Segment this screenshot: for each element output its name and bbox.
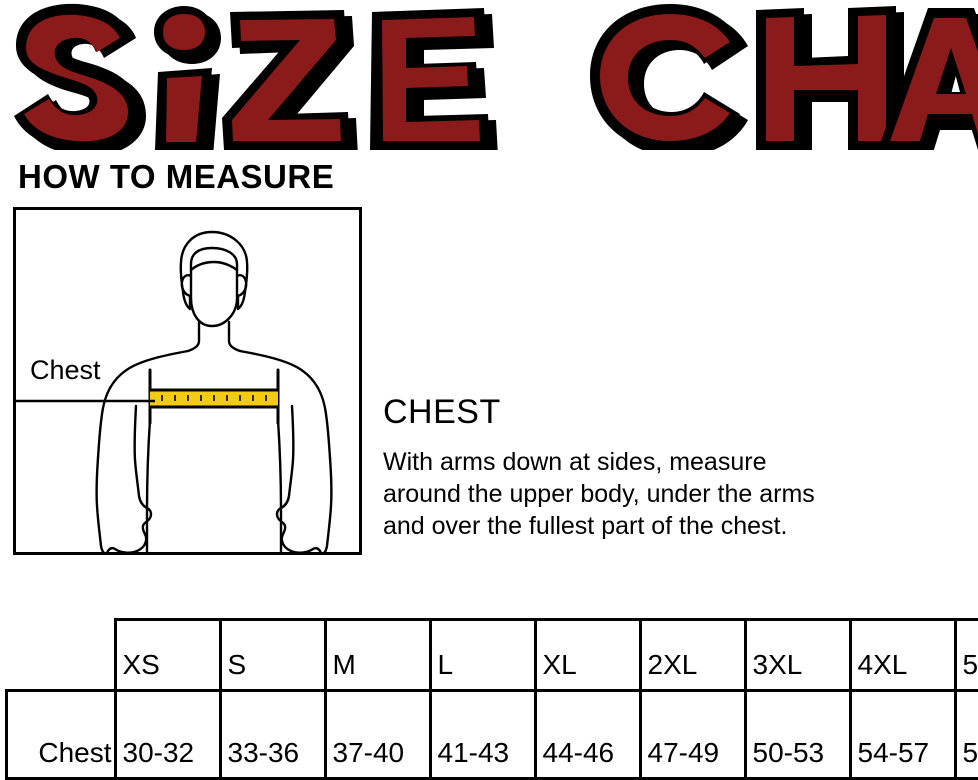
table-header-5xl: 5XL (955, 620, 978, 691)
cell-chest-xs: 30-32 (115, 691, 220, 779)
table-row-label-chest: Chest (7, 691, 116, 779)
table-header-row: XS S M L XL 2XL 3XL 4XL 5XL (7, 620, 978, 691)
description-line-1: With arms down at sides, measure (383, 446, 968, 478)
size-chart-title-art: .ttl-shadow { fill: #000; } .ttl-out { f… (0, 0, 978, 150)
table-header-m: M (325, 620, 430, 691)
cell-chest-m: 37-40 (325, 691, 430, 779)
chest-description-body: With arms down at sides, measure around … (383, 446, 968, 542)
chest-callout-label: Chest (30, 355, 101, 385)
table-header-4xl: 4XL (850, 620, 955, 691)
cell-chest-2xl: 47-49 (640, 691, 745, 779)
table-header-3xl: 3XL (745, 620, 850, 691)
page-title-banner: .ttl-shadow { fill: #000; } .ttl-out { f… (0, 0, 978, 150)
description-line-3: and over the fullest part of the chest. (383, 510, 968, 542)
description-line-2: around the upper body, under the arms (383, 478, 968, 510)
size-chart-table: XS S M L XL 2XL 3XL 4XL 5XL Chest 30-32 … (5, 618, 978, 780)
table-header-l: L (430, 620, 535, 691)
cell-chest-3xl: 50-53 (745, 691, 850, 779)
tape-measure-graphic (150, 390, 278, 407)
cell-chest-l: 41-43 (430, 691, 535, 779)
table-header-xs: XS (115, 620, 220, 691)
table-corner-blank (7, 620, 116, 691)
cell-chest-4xl: 54-57 (850, 691, 955, 779)
table-row-chest: Chest 30-32 33-36 37-40 41-43 44-46 47-4… (7, 691, 978, 779)
table-header-2xl: 2XL (640, 620, 745, 691)
table-header-s: S (220, 620, 325, 691)
cell-chest-5xl: 58-60 (955, 691, 978, 779)
how-to-measure-heading: HOW TO MEASURE (18, 158, 334, 196)
chest-description-panel: CHEST With arms down at sides, measure a… (383, 392, 968, 542)
chest-description-heading: CHEST (383, 392, 968, 432)
cell-chest-xl: 44-46 (535, 691, 640, 779)
cell-chest-s: 33-36 (220, 691, 325, 779)
table-header-xl: XL (535, 620, 640, 691)
